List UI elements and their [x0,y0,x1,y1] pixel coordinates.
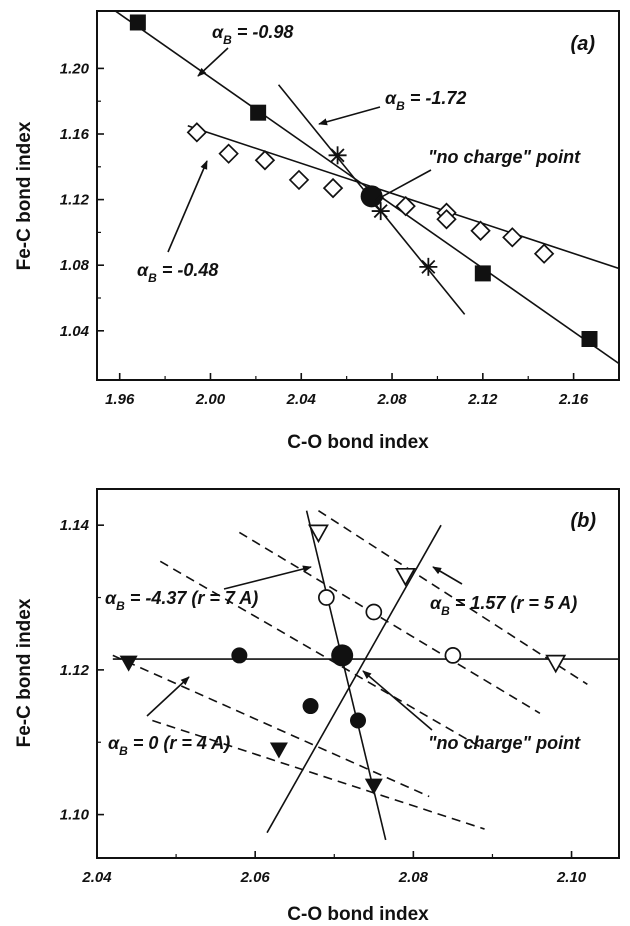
chart-marks-b [112,510,619,841]
data-point-a-asterisk-0 [328,146,347,165]
annotation-arrow-no-charge-a [375,169,432,201]
annotation-arrow-no-charge-b [362,670,433,731]
data-point-b-circle-open-1 [365,603,383,621]
data-point-a-diamond-open-5 [395,195,416,217]
annotation-alpha-157: αB = 1.57 (r = 5 A) [430,593,577,618]
annotation-arrow-098 [197,47,229,77]
y-tick-label-a-4: 1.20 [60,60,90,77]
annotation-alpha-098: αB = -0.98 [212,22,293,47]
axis-ticks-b: 2.04 2.06 2.08 2.10 1.10 1.12 1.14 [60,517,587,886]
data-point-a-square-filled-1 [250,104,267,121]
x-tick-label-a-5: 2.16 [558,391,589,408]
data-point-a-square-filled-2 [474,265,491,282]
x-tick-label-a-2: 2.04 [286,391,317,408]
data-point-b-circle-open-0 [318,589,335,606]
data-point-a-diamond-open-2 [254,150,276,171]
data-point-a-diamond-open-1 [218,143,239,164]
annotation-alpha-048: αB = -0.48 [137,260,218,285]
plot-frame-b [96,488,620,859]
x-tick-label-a-4: 2.12 [467,391,498,408]
data-point-b-circle-filled-2 [350,712,366,729]
data-point-a-asterisk-1 [371,202,390,221]
data-point-a-circle-filled-large-0 [360,185,383,208]
y-tick-label-a-3: 1.16 [60,126,90,143]
chart-panel-a: 1.96 2.00 2.04 2.08 2.12 2.16 1.04 1.08 1.12 1.16… [14,10,620,453]
axis-ticks-a: 1.96 2.00 2.04 2.08 2.12 2.16 1.04 1.08 1.12 1.16… [60,60,589,408]
data-point-b-triangle-down-open-0 [308,524,329,544]
y-tick-label-b-2: 1.14 [60,517,90,534]
annotation-arrow-0 [146,676,190,717]
chart-panel-b: 2.04 2.06 2.08 2.10 1.10 1.12 1.14 C-O bond in… [14,488,620,925]
data-point-a-diamond-open-8 [470,220,491,241]
y-tick-label-a-0: 1.04 [60,323,90,340]
data-point-a-asterisk-2 [419,257,438,276]
plot-frame-a [96,10,620,381]
x-tick-label-a-0: 1.96 [105,391,135,408]
x-tick-label-b-2: 2.08 [398,869,429,886]
x-tick-label-b-3: 2.10 [556,869,587,886]
data-point-b-triangle-down-filled-1 [269,742,288,759]
dashed-line-b-5 [159,560,485,751]
annotation-alpha-172: αB = -1.72 [385,88,466,113]
annotation-arrow-157 [432,566,463,585]
chart-marks-a [113,11,619,365]
annotation-no-charge-b: "no charge" point [428,733,581,753]
fit-line-a-1 [187,125,619,270]
data-point-b-triangle-down-open-2 [545,654,567,674]
data-point-b-triangle-down-filled-0 [119,655,138,672]
y-tick-label-b-1: 1.12 [60,662,90,679]
y-axis-title-b: Fe-C bond index [14,598,35,747]
x-tick-label-b-1: 2.06 [240,869,271,886]
data-point-a-diamond-open-7 [436,209,457,230]
data-point-b-circle-open-2 [444,647,462,664]
data-point-a-diamond-open-9 [502,227,523,248]
panel-label-b: (b) [570,510,596,532]
x-tick-label-a-1: 2.00 [195,391,226,408]
panel-label-a: (a) [571,33,596,55]
data-point-a-diamond-open-0 [186,122,208,143]
y-axis-title-a: Fe-C bond index [14,121,35,270]
data-point-b-triangle-down-filled-2 [364,778,383,795]
data-point-b-circle-filled-0 [231,647,248,664]
fit-lines-b [112,510,619,841]
x-tick-label-b-0: 2.04 [81,869,112,886]
annotation-arrow-437 [223,565,312,590]
data-point-a-square-filled-3 [581,331,598,347]
data-point-a-diamond-open-10 [533,243,555,264]
dashed-line-b-4 [238,531,541,714]
data-point-b-circle-filled-1 [302,698,319,715]
x-axis-title-a: C-O bond index [287,432,429,453]
annotation-arrow-048 [167,160,208,253]
y-tick-label-b-0: 1.10 [60,807,90,824]
data-point-a-square-filled-0 [129,14,146,31]
fit-line-b-2 [266,524,442,834]
y-tick-label-a-2: 1.12 [60,192,90,209]
fit-lines-a [113,11,619,365]
annotation-no-charge-a: "no charge" point [428,147,581,167]
data-point-b-triangle-down-open-1 [395,567,416,587]
dashed-line-b-7 [152,719,485,830]
y-tick-label-a-1: 1.08 [60,257,90,274]
data-point-a-diamond-open-3 [288,169,310,191]
x-tick-label-a-3: 2.08 [376,391,407,408]
annotation-alpha-0: αB = 0 (r = 4 A) [108,733,230,758]
dashed-line-b-6 [112,654,430,798]
annotation-alpha-437: αB = -4.37 (r = 7 A) [105,588,258,613]
data-point-b-circle-filled-large-0 [331,644,354,667]
data-point-a-diamond-open-4 [322,177,344,199]
x-axis-title-b: C-O bond index [287,904,429,925]
annotation-arrow-172 [318,106,381,126]
dashed-line-b-3 [318,510,588,686]
